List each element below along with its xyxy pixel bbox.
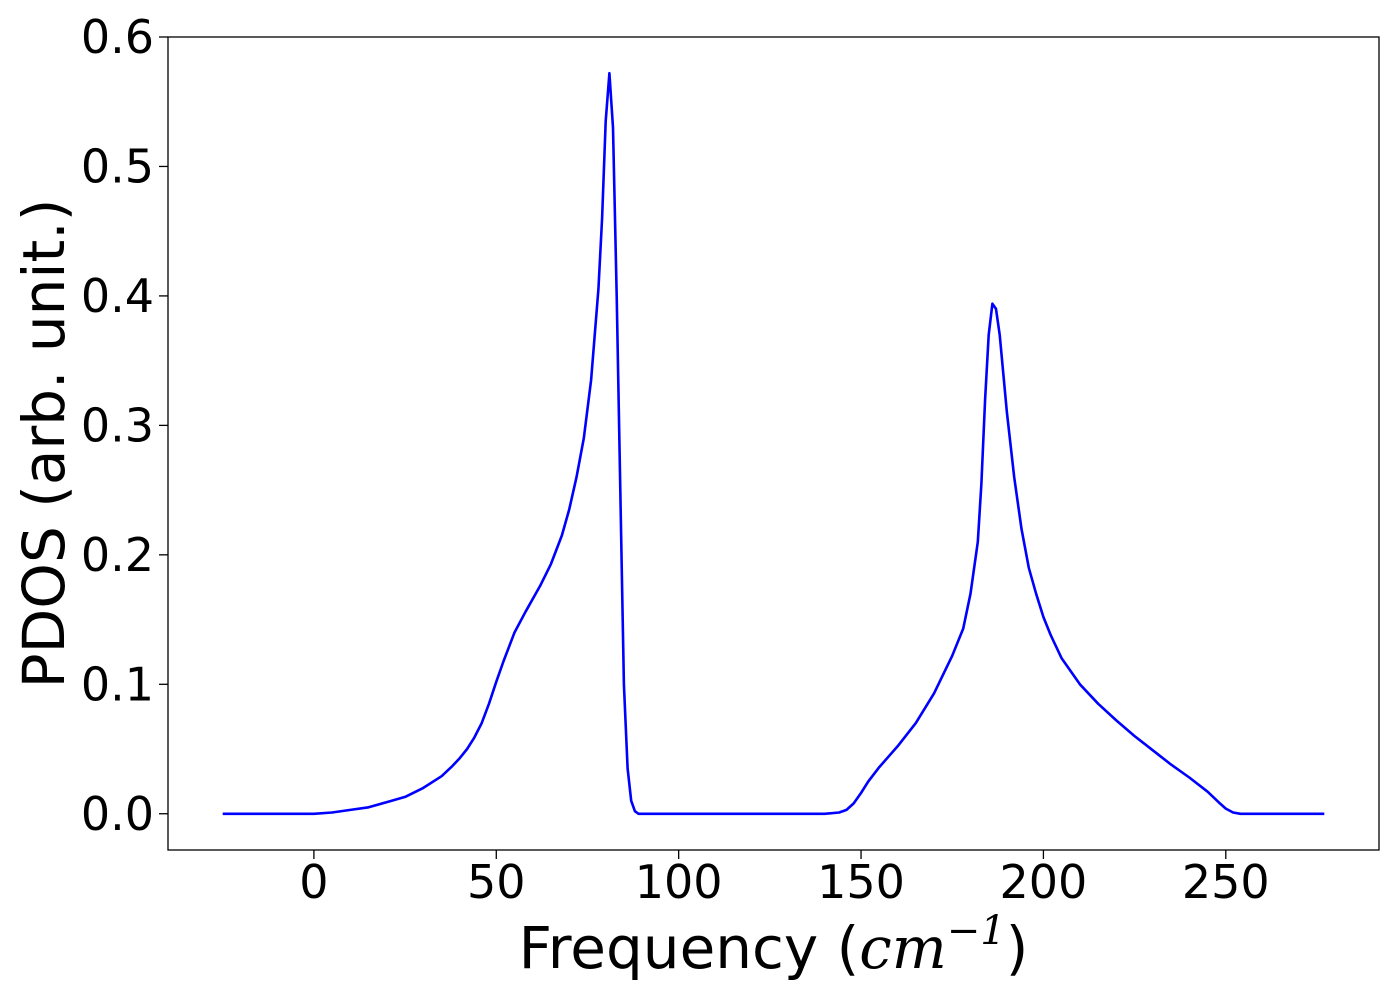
- y-axis-label: PDOS (arb. unit.): [10, 199, 78, 689]
- x-tick-label: 250: [1182, 855, 1270, 909]
- x-axis: 0 50 100 150 200 250: [299, 850, 1270, 909]
- series-line: [222, 71, 1325, 816]
- x-axis-label: Frequency (cm−1): [519, 908, 1029, 982]
- plot-frame: [167, 36, 1380, 851]
- x-tick-label: 50: [467, 855, 526, 909]
- x-axis-label-exponent: −1: [947, 908, 1006, 954]
- x-axis-label-suffix: ): [1006, 914, 1029, 982]
- x-axis-label-unit: cm: [859, 914, 946, 982]
- y-tick-label: 0.0: [81, 787, 154, 841]
- y-tick-label: 0.1: [81, 657, 154, 711]
- y-axis: 0.0 0.1 0.2 0.3 0.4 0.5 0.6: [81, 10, 168, 841]
- x-axis-label-prefix: Frequency (: [519, 914, 860, 982]
- x-tick-label: 0: [299, 855, 328, 909]
- y-tick-label: 0.2: [81, 528, 154, 582]
- y-tick-label: 0.3: [81, 398, 154, 452]
- y-tick-label: 0.5: [81, 139, 154, 193]
- x-tick-label: 150: [817, 855, 905, 909]
- x-tick-label: 200: [1000, 855, 1088, 909]
- series-layer: [222, 71, 1325, 816]
- y-tick-label: 0.4: [81, 269, 154, 323]
- y-tick-label: 0.6: [81, 10, 154, 64]
- x-tick-label: 100: [635, 855, 723, 909]
